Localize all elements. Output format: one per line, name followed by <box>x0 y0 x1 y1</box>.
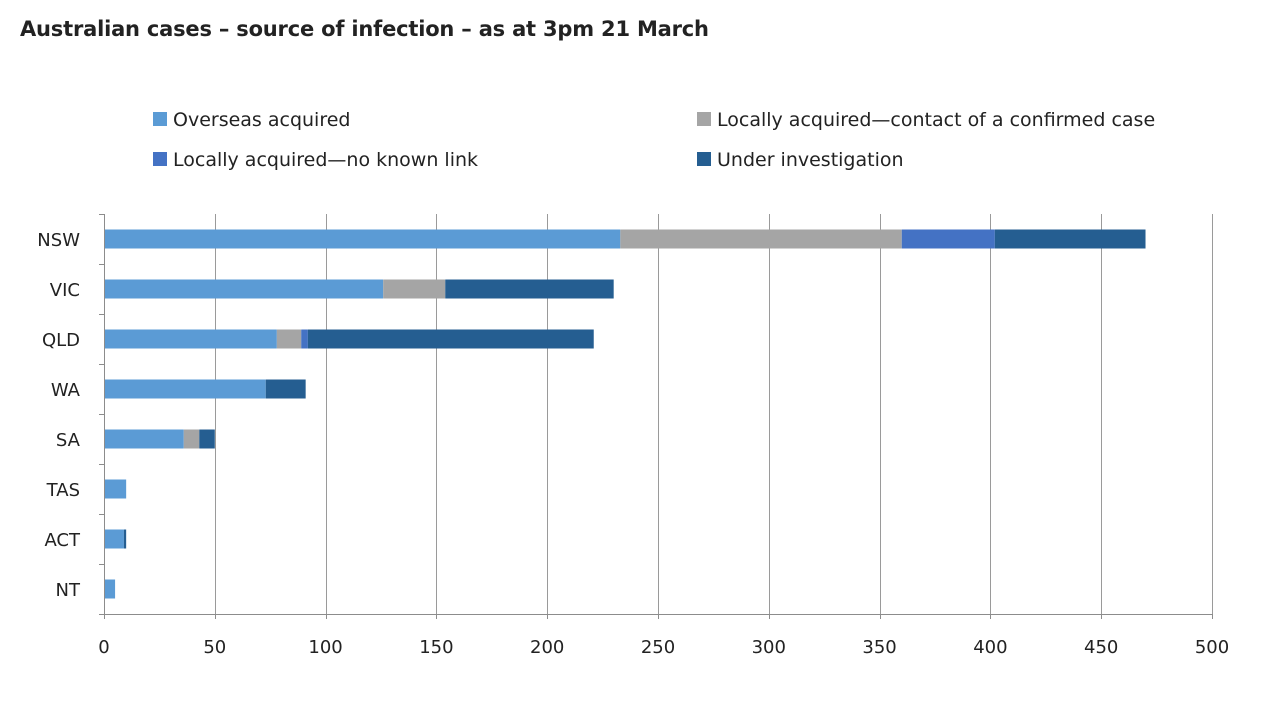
x-tick-label-200: 200 <box>530 637 564 658</box>
chart-title: Australian cases – source of infection –… <box>20 17 709 41</box>
bar-vic-series-1 <box>104 279 384 299</box>
x-tick-label-150: 150 <box>419 637 453 658</box>
x-tick-label-350: 350 <box>862 637 896 658</box>
bar-act-series-1 <box>104 529 124 549</box>
x-tick-label-450: 450 <box>1084 637 1118 658</box>
legend-label-3: Locally acquired—no known link <box>173 149 478 171</box>
legend-swatch-3 <box>153 152 167 166</box>
bar-qld-series-3 <box>301 329 308 349</box>
x-tick-label-400: 400 <box>973 637 1007 658</box>
x-tick-label-50: 50 <box>203 637 226 658</box>
bar-tas-series-1 <box>104 479 127 499</box>
bars <box>104 229 1146 599</box>
axes <box>99 214 1213 619</box>
gridlines <box>215 214 1213 614</box>
legend-swatch-1 <box>153 112 167 126</box>
bar-nsw-series-4 <box>994 229 1146 249</box>
bar-nsw-series-1 <box>104 229 621 249</box>
category-label-wa: WA <box>51 380 81 401</box>
category-labels: NSW VIC QLD WA SA TAS ACT NT <box>37 230 81 601</box>
legend-label-1: Overseas acquired <box>173 109 351 131</box>
category-label-nt: NT <box>56 580 81 601</box>
category-label-sa: SA <box>56 430 81 451</box>
bar-qld-series-2 <box>276 329 302 349</box>
legend-label-2: Locally acquired—contact of a confirmed … <box>717 109 1155 131</box>
legend-swatch-2 <box>697 112 711 126</box>
bar-wa-series-1 <box>104 379 266 399</box>
bar-nsw-series-3 <box>901 229 995 249</box>
x-tick-label-250: 250 <box>641 637 675 658</box>
bar-sa-series-2 <box>183 429 200 449</box>
bar-sa-series-1 <box>104 429 184 449</box>
legend-label-4: Under investigation <box>717 149 904 171</box>
legend-swatch-4 <box>697 152 711 166</box>
bar-qld-series-4 <box>307 329 594 349</box>
bar-qld-series-1 <box>104 329 277 349</box>
bar-act-series-4 <box>123 529 127 549</box>
bar-wa-series-4 <box>265 379 306 399</box>
category-label-nsw: NSW <box>37 230 80 251</box>
bar-nt-series-1 <box>104 579 116 599</box>
bar-vic-series-2 <box>383 279 446 299</box>
category-label-vic: VIC <box>50 280 80 301</box>
bar-nsw-series-2 <box>620 229 902 249</box>
x-tick-label-0: 0 <box>98 637 109 658</box>
x-tick-label-300: 300 <box>752 637 786 658</box>
bar-vic-series-4 <box>445 279 614 299</box>
x-tick-label-500: 500 <box>1195 637 1229 658</box>
bar-sa-series-4 <box>199 429 215 449</box>
x-tick-label-100: 100 <box>308 637 342 658</box>
category-label-act: ACT <box>44 530 81 551</box>
tick-labels: 0 50 100 150 200 250 300 350 400 450 500 <box>98 637 1229 658</box>
category-label-tas: TAS <box>46 480 80 501</box>
category-label-qld: QLD <box>42 330 80 351</box>
legend: Overseas acquired Locally acquired—contac… <box>153 109 1155 171</box>
